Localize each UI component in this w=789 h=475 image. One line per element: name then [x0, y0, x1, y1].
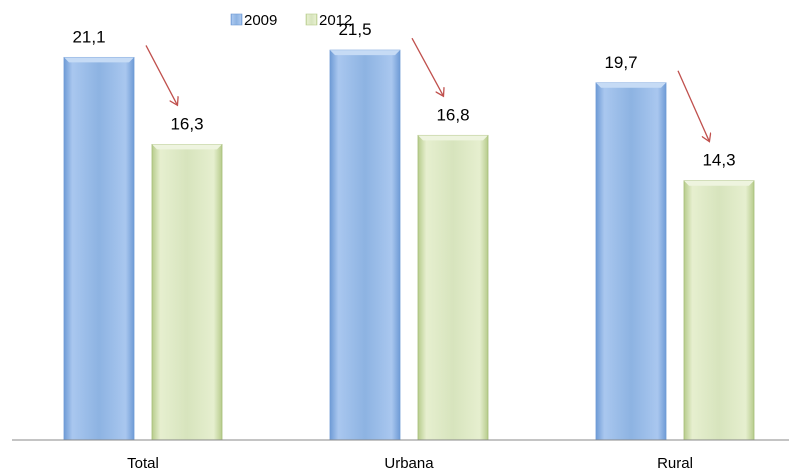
bar-bevel-total-2012	[152, 144, 222, 150]
decrease-arrow-total	[145, 45, 177, 104]
bar-bevel-rural-2009	[596, 82, 666, 88]
decrease-arrow-rural	[677, 70, 709, 141]
data-label-urbana-2009: 21,5	[338, 20, 371, 39]
data-label-total-2009: 21,1	[72, 27, 105, 46]
data-label-rural-2009: 19,7	[604, 53, 637, 72]
bar-urbana-2009	[329, 49, 401, 441]
x-axis-labels: Total Urbana Rural	[127, 455, 693, 472]
bar-rural-2009	[595, 82, 667, 441]
category-label-total: Total	[127, 455, 159, 472]
bar-urbana-2012	[417, 134, 489, 441]
bar-rural-2012	[683, 180, 755, 441]
category-label-rural: Rural	[657, 455, 693, 472]
legend-swatch-2009	[230, 13, 243, 26]
bar-bevel-total-2009	[64, 57, 134, 63]
category-label-urbana: Urbana	[384, 455, 434, 472]
data-label-urbana-2012: 16,8	[436, 105, 469, 124]
legend-swatch-2012	[305, 13, 318, 26]
bar-total-2009	[63, 56, 135, 441]
bar-bevel-rural-2012	[684, 180, 754, 186]
legend: 2009 2012	[230, 12, 352, 29]
plot-area: 21,1 16,3 21,5 16,8 19,7 14,3	[63, 20, 755, 441]
bar-bevel-urbana-2009	[330, 50, 400, 56]
decrease-arrow-urbana	[411, 37, 443, 95]
bar-bevel-urbana-2012	[418, 135, 488, 141]
bar-total-2012	[151, 144, 223, 441]
legend-label-2012: 2012	[319, 12, 352, 29]
data-label-rural-2012: 14,3	[702, 151, 735, 170]
data-label-total-2012: 16,3	[170, 114, 203, 133]
legend-label-2009: 2009	[244, 12, 277, 29]
